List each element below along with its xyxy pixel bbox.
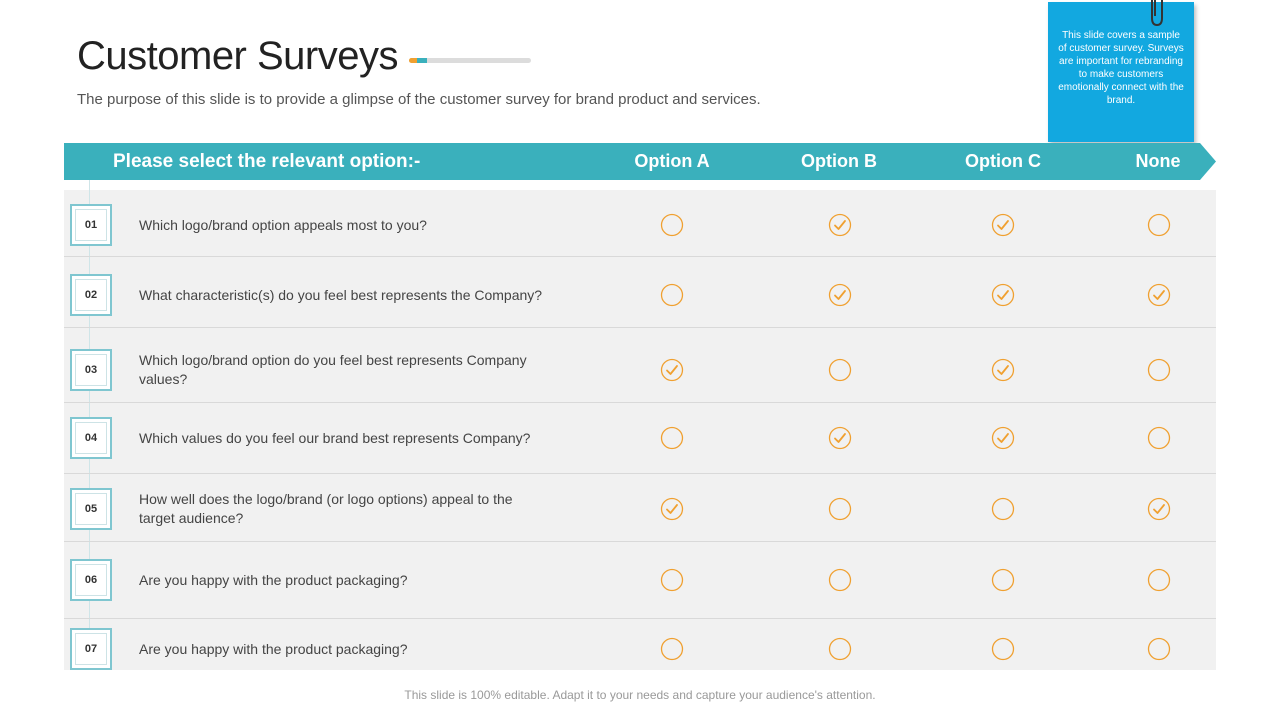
empty-circle-icon[interactable] [660,568,684,592]
row-divider [64,473,1216,474]
header-option-b: Option B [801,151,877,171]
empty-circle-icon[interactable] [1147,358,1171,382]
page-title: Customer Surveys [77,34,398,78]
question-text: How well does the logo/brand (or logo op… [139,491,513,526]
row-number-badge: 07 [70,628,112,670]
empty-circle-icon[interactable] [660,426,684,450]
empty-circle-icon[interactable] [991,497,1015,521]
question-text: Which logo/brand option do you feel best… [139,352,527,387]
row-number-badge: 06 [70,559,112,601]
checked-circle-icon[interactable] [828,283,852,307]
footer-note: This slide is 100% editable. Adapt it to… [404,688,876,702]
checked-circle-icon[interactable] [1147,283,1171,307]
empty-circle-icon[interactable] [991,568,1015,592]
checked-circle-icon[interactable] [991,358,1015,382]
paperclip-icon [1151,0,1163,27]
question-text: Which logo/brand option appeals most to … [139,216,427,233]
sticky-note: This slide covers a sample of customer s… [1048,2,1194,142]
header-option-a: Option A [634,151,710,171]
row-number: 04 [75,422,107,454]
survey-table [64,190,1216,670]
checked-circle-icon[interactable] [828,213,852,237]
header-option-none: None [1135,151,1181,171]
empty-circle-icon[interactable] [1147,213,1171,237]
row-number-badge: 04 [70,417,112,459]
checked-circle-icon[interactable] [991,213,1015,237]
header-label: Please select the relevant option:- [113,151,421,172]
row-number: 03 [75,354,107,386]
header-option-c: Option C [965,151,1041,171]
row-number: 06 [75,564,107,596]
question-text: What characteristic(s) do you feel best … [139,286,543,303]
row-divider [64,402,1216,403]
checked-circle-icon[interactable] [1147,497,1171,521]
empty-circle-icon[interactable] [660,213,684,237]
question-text: Are you happy with the product packaging… [139,571,408,588]
checked-circle-icon[interactable] [660,358,684,382]
checked-circle-icon[interactable] [660,497,684,521]
empty-circle-icon[interactable] [828,568,852,592]
checked-circle-icon[interactable] [991,283,1015,307]
empty-circle-icon[interactable] [828,637,852,661]
empty-circle-icon[interactable] [1147,426,1171,450]
empty-circle-icon[interactable] [828,358,852,382]
row-number: 01 [75,209,107,241]
empty-circle-icon[interactable] [660,283,684,307]
checked-circle-icon[interactable] [991,426,1015,450]
title-accent-bar [409,58,531,63]
row-number-badge: 02 [70,274,112,316]
row-number: 07 [75,633,107,665]
empty-circle-icon[interactable] [660,637,684,661]
row-number: 02 [75,279,107,311]
page-subtitle: The purpose of this slide is to provide … [77,91,761,108]
row-divider [64,541,1216,542]
empty-circle-icon[interactable] [1147,637,1171,661]
checked-circle-icon[interactable] [828,426,852,450]
empty-circle-icon[interactable] [991,637,1015,661]
row-number-badge: 01 [70,204,112,246]
row-divider [64,618,1216,619]
question-text: Are you happy with the product packaging… [139,640,408,657]
row-divider [64,256,1216,257]
row-number-badge: 03 [70,349,112,391]
row-number: 05 [75,493,107,525]
row-number-badge: 05 [70,488,112,530]
empty-circle-icon[interactable] [828,497,852,521]
row-divider [64,327,1216,328]
header-band [64,143,1216,180]
question-text: Which values do you feel our brand best … [139,429,531,446]
empty-circle-icon[interactable] [1147,568,1171,592]
